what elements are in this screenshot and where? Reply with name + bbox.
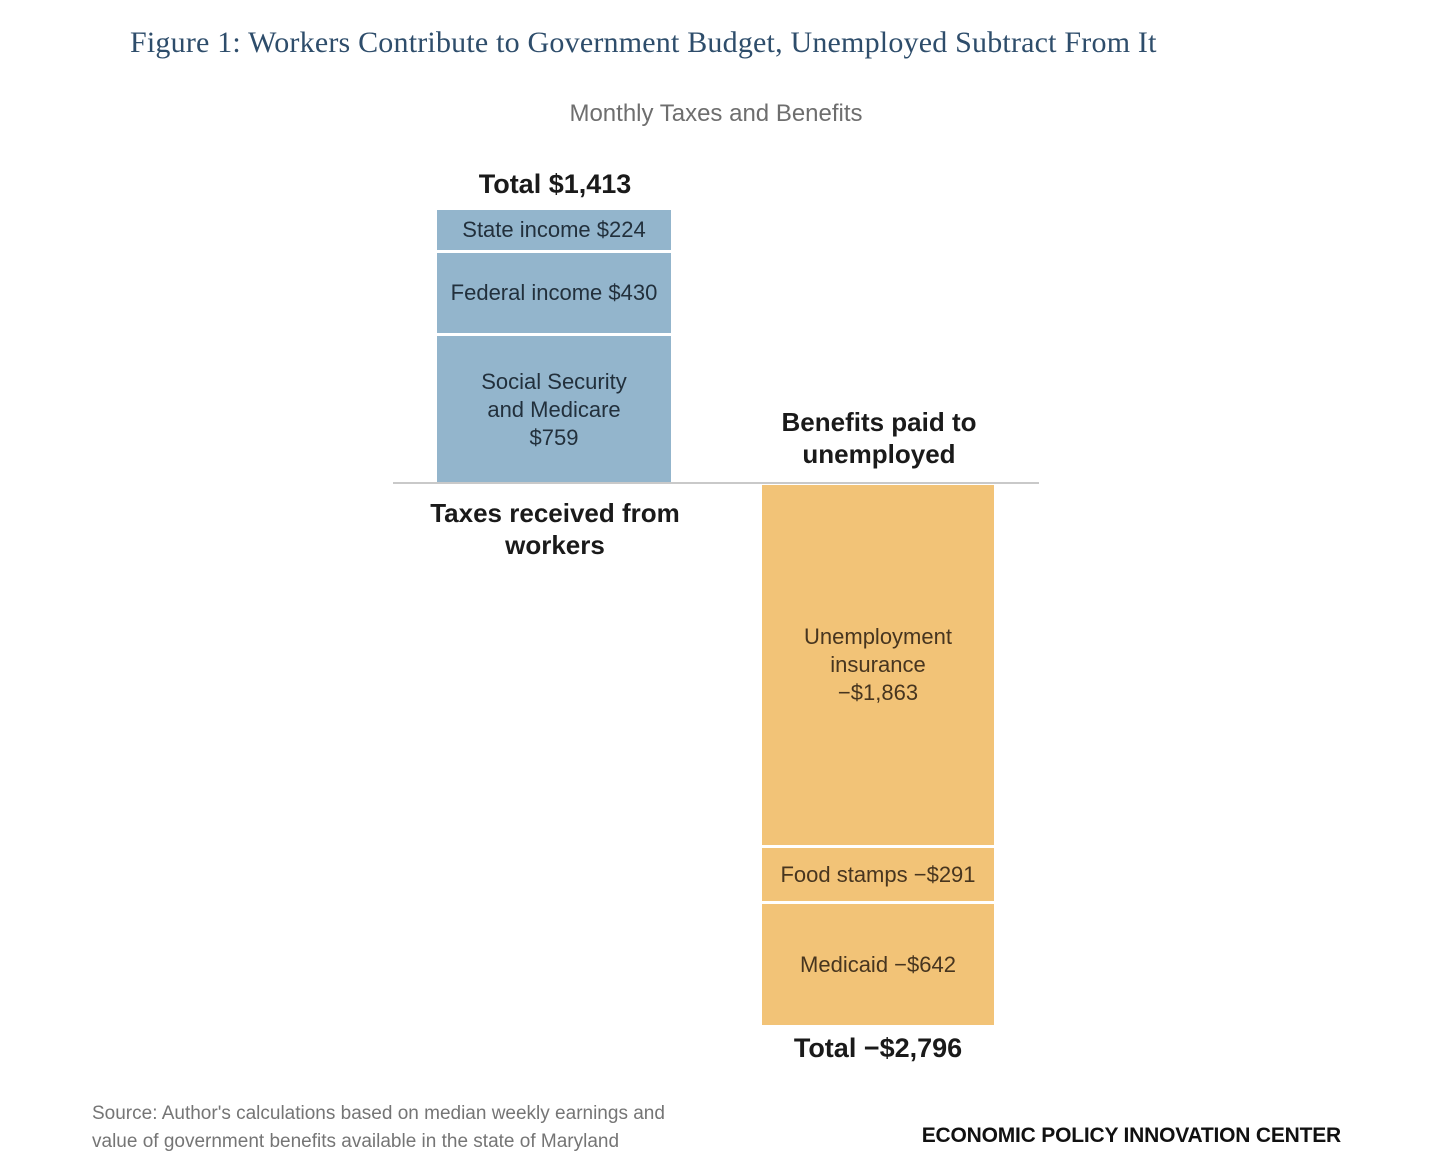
taxes-total-label: Total $1,413: [478, 169, 632, 199]
segment-federal-income: Federal income $430: [437, 253, 671, 336]
taxes-category-label: Taxes received from workers: [430, 498, 680, 560]
figure-title: Figure 1: Workers Contribute to Governme…: [130, 26, 1157, 59]
segment-social-security-medicare-label: Social Security and Medicare $759: [481, 368, 627, 450]
segment-federal-income-label: Federal income $430: [450, 280, 658, 305]
segment-state-income: State income $224: [437, 210, 671, 253]
segment-food-stamps-label: Food stamps −$291: [780, 861, 976, 887]
zero-baseline: [393, 482, 1039, 484]
chart-subtitle: Monthly Taxes and Benefits: [569, 100, 863, 127]
segment-medicaid: Medicaid −$642: [762, 901, 994, 1025]
segment-unemployment-insurance-label: Unemployment insurance −$1,863: [804, 624, 952, 705]
segment-social-security-medicare: Social Security and Medicare $759: [437, 336, 671, 483]
segment-food-stamps: Food stamps −$291: [762, 845, 994, 901]
source-note: Source: Author's calculations based on m…: [92, 1103, 665, 1152]
segment-medicaid-label: Medicaid −$642: [800, 951, 956, 977]
benefits-bar: Unemployment insurance −$1,863 Food stam…: [762, 485, 994, 1025]
segment-unemployment-insurance: Unemployment insurance −$1,863: [762, 485, 994, 845]
segment-state-income-label: State income $224: [462, 217, 646, 242]
benefits-category-label: Benefits paid to unemployed: [781, 407, 977, 469]
taxes-bar: State income $224 Federal income $430 So…: [437, 210, 671, 483]
org-name: ECONOMIC POLICY INNOVATION CENTER: [921, 1124, 1341, 1147]
benefits-total-label: Total −$2,796: [793, 1033, 963, 1063]
